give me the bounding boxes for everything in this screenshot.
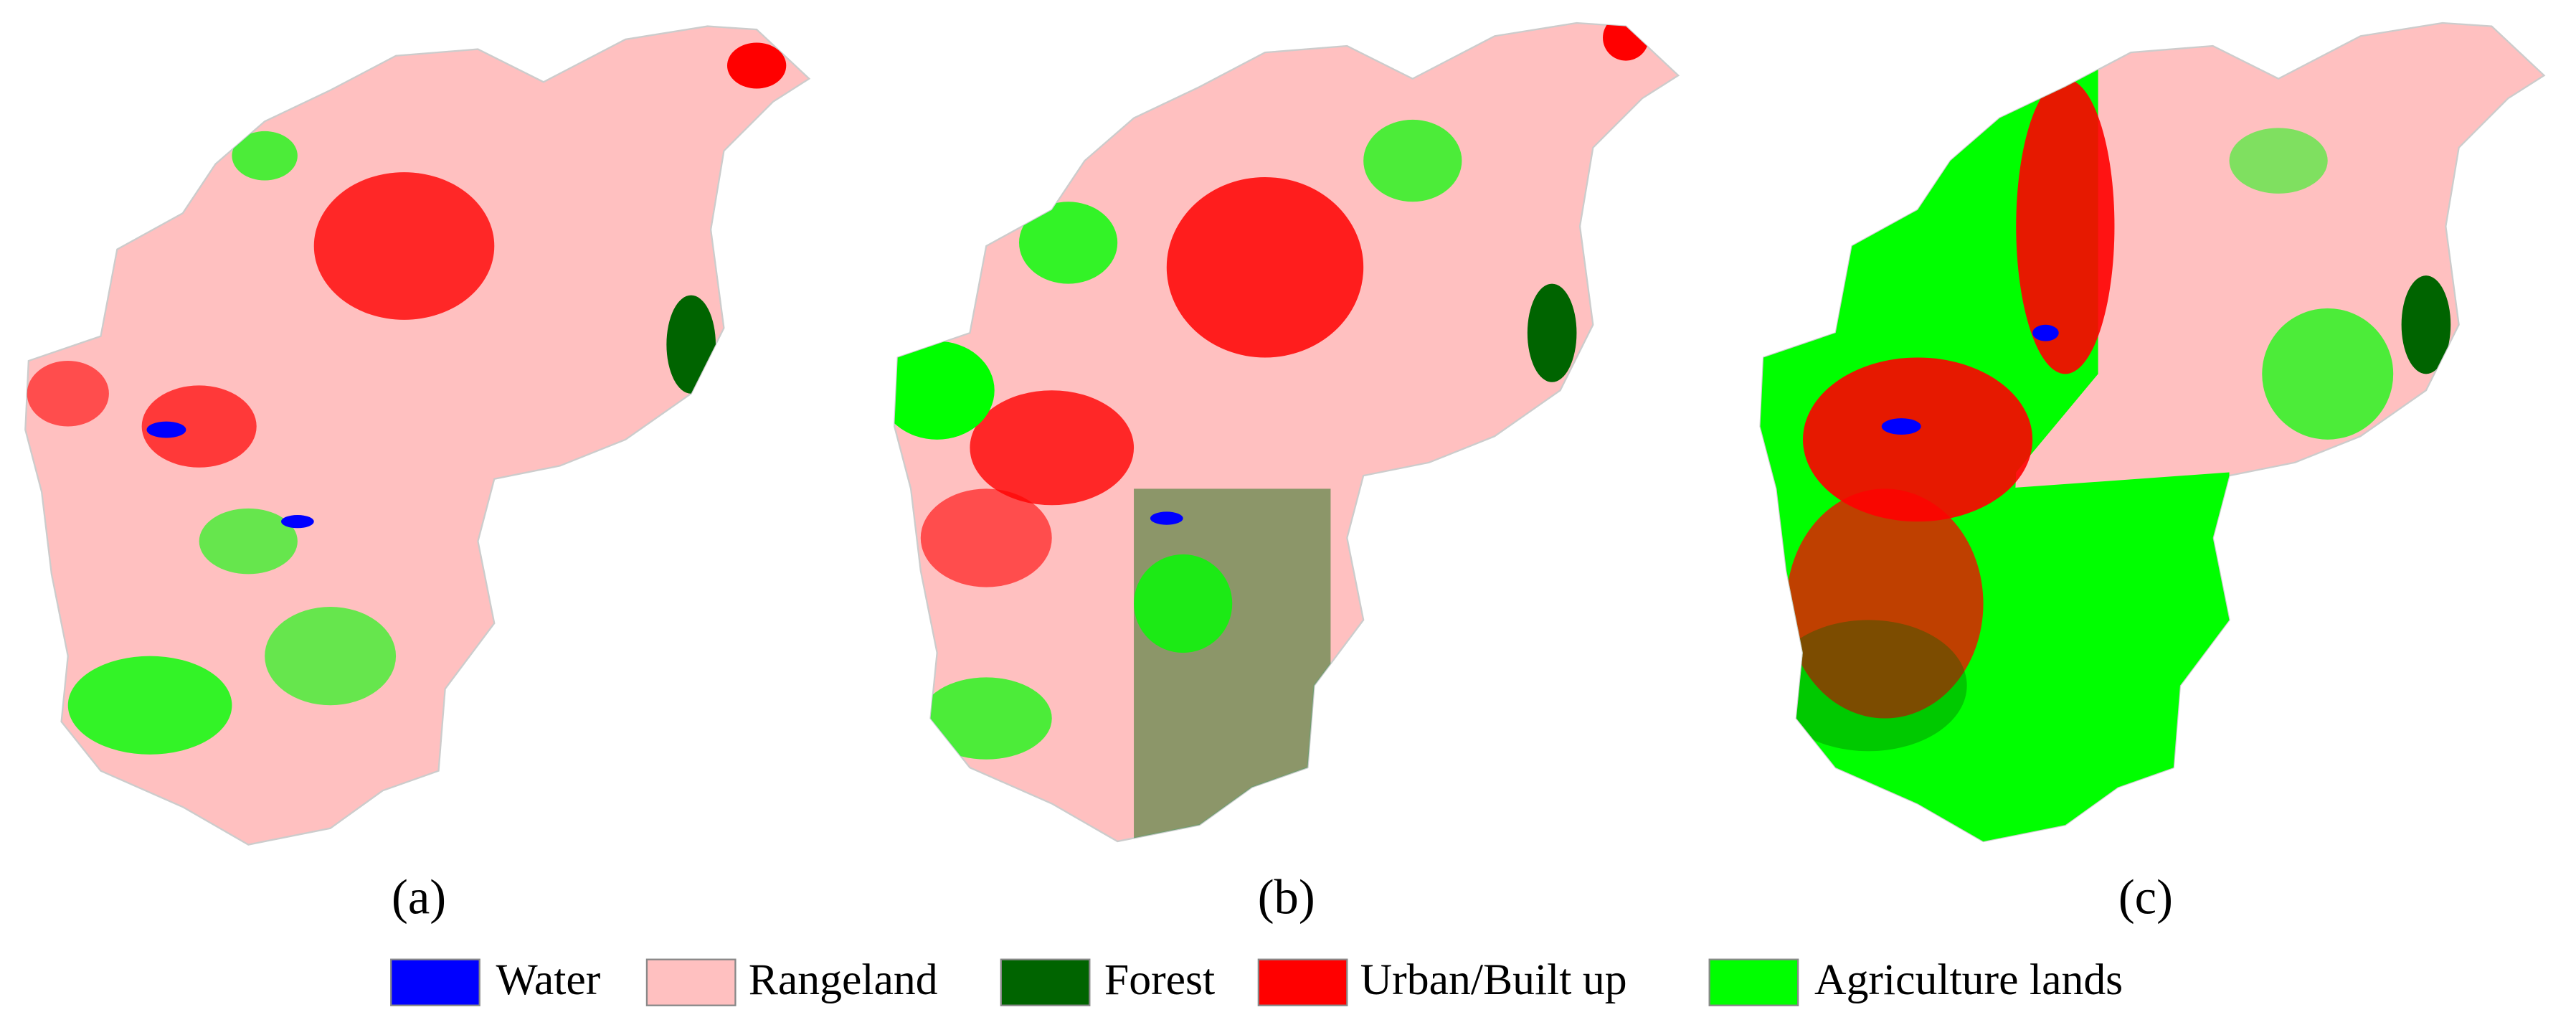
map-c [1759, 22, 2545, 843]
legend-swatch [645, 958, 737, 1006]
legend-swatch [1257, 958, 1348, 1006]
panel-label: (c) [2118, 869, 2173, 924]
panel-label: (a) [392, 869, 446, 924]
legend-label: Agriculture lands [1814, 955, 2123, 1004]
map-b [894, 22, 1680, 843]
legend-label: Urban/Built up [1360, 955, 1627, 1004]
legend-label: Forest [1104, 955, 1215, 1004]
panel-label: (b) [1258, 869, 1315, 924]
legend-swatch [1000, 958, 1091, 1006]
legend-swatch [1708, 958, 1799, 1006]
legend-label: Rangeland [749, 955, 938, 1004]
legend: Water Rangeland Forest Urban/Built up Ag… [390, 955, 2123, 1006]
map-a [24, 25, 810, 846]
legend-label: Water [496, 955, 601, 1004]
legend-swatch [390, 958, 480, 1006]
